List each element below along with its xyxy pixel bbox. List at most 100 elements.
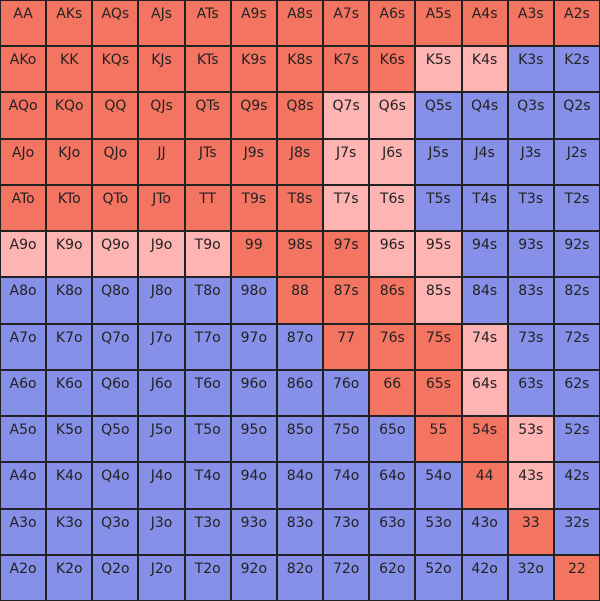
- hand-cell-92s[interactable]: 92s: [554, 232, 599, 277]
- hand-cell-K8s[interactable]: K8s: [277, 47, 323, 92]
- hand-cell-QJo[interactable]: QJo: [93, 139, 138, 184]
- hand-cell-J6s[interactable]: J6s: [370, 139, 415, 184]
- hand-cell-52o[interactable]: 52o: [416, 555, 461, 600]
- hand-cell-J9s[interactable]: J9s: [231, 139, 276, 184]
- hand-cell-A5o[interactable]: A5o: [1, 417, 46, 462]
- hand-cell-83o[interactable]: 83o: [277, 509, 323, 554]
- hand-cell-AKs[interactable]: AKs: [47, 1, 92, 46]
- hand-cell-J2o[interactable]: J2o: [139, 555, 184, 600]
- hand-cell-A8s[interactable]: A8s: [277, 1, 323, 46]
- hand-cell-J3s[interactable]: J3s: [508, 139, 553, 184]
- hand-cell-K6s[interactable]: K6s: [370, 47, 415, 92]
- hand-cell-J2s[interactable]: J2s: [554, 139, 599, 184]
- hand-cell-Q8o[interactable]: Q8o: [93, 278, 138, 323]
- hand-cell-97s[interactable]: 97s: [324, 232, 369, 277]
- hand-cell-Q6s[interactable]: Q6s: [370, 93, 415, 138]
- hand-cell-93o[interactable]: 93o: [231, 509, 276, 554]
- hand-cell-52s[interactable]: 52s: [554, 417, 599, 462]
- hand-cell-KK[interactable]: KK: [47, 47, 92, 92]
- hand-cell-94o[interactable]: 94o: [231, 463, 276, 508]
- hand-cell-96s[interactable]: 96s: [370, 232, 415, 277]
- hand-cell-74s[interactable]: 74s: [462, 324, 507, 369]
- hand-cell-64o[interactable]: 64o: [370, 463, 415, 508]
- hand-cell-A3s[interactable]: A3s: [508, 1, 553, 46]
- hand-cell-86o[interactable]: 86o: [277, 370, 323, 416]
- hand-cell-JJ[interactable]: JJ: [139, 139, 184, 184]
- hand-cell-65o[interactable]: 65o: [370, 417, 415, 462]
- hand-cell-42s[interactable]: 42s: [554, 463, 599, 508]
- hand-cell-82s[interactable]: 82s: [554, 278, 599, 323]
- hand-cell-Q3o[interactable]: Q3o: [93, 509, 138, 554]
- hand-cell-K2s[interactable]: K2s: [554, 47, 599, 92]
- hand-cell-A4o[interactable]: A4o: [1, 463, 46, 508]
- hand-cell-54s[interactable]: 54s: [462, 417, 507, 462]
- hand-cell-T5s[interactable]: T5s: [416, 185, 461, 231]
- hand-cell-63s[interactable]: 63s: [508, 370, 553, 416]
- hand-cell-77[interactable]: 77: [324, 324, 369, 369]
- hand-cell-62o[interactable]: 62o: [370, 555, 415, 600]
- hand-cell-73o[interactable]: 73o: [324, 509, 369, 554]
- hand-cell-J6o[interactable]: J6o: [139, 370, 184, 416]
- hand-cell-K6o[interactable]: K6o: [47, 370, 92, 416]
- hand-cell-A7s[interactable]: A7s: [324, 1, 369, 46]
- hand-cell-QJs[interactable]: QJs: [139, 93, 184, 138]
- hand-cell-T8o[interactable]: T8o: [185, 278, 230, 323]
- hand-cell-Q9o[interactable]: Q9o: [93, 232, 138, 277]
- hand-cell-65s[interactable]: 65s: [416, 370, 461, 416]
- hand-cell-76o[interactable]: 76o: [324, 370, 369, 416]
- hand-cell-AQs[interactable]: AQs: [93, 1, 138, 46]
- hand-cell-44[interactable]: 44: [462, 463, 507, 508]
- hand-cell-AJs[interactable]: AJs: [139, 1, 184, 46]
- hand-cell-53o[interactable]: 53o: [416, 509, 461, 554]
- hand-cell-A4s[interactable]: A4s: [462, 1, 507, 46]
- hand-cell-64s[interactable]: 64s: [462, 370, 507, 416]
- hand-cell-T2o[interactable]: T2o: [185, 555, 230, 600]
- hand-cell-T4s[interactable]: T4s: [462, 185, 507, 231]
- hand-cell-A6s[interactable]: A6s: [370, 1, 415, 46]
- hand-cell-AJo[interactable]: AJo: [1, 139, 46, 184]
- hand-cell-Q8s[interactable]: Q8s: [277, 93, 323, 138]
- hand-cell-K3o[interactable]: K3o: [47, 509, 92, 554]
- hand-cell-Q2s[interactable]: Q2s: [554, 93, 599, 138]
- hand-cell-87s[interactable]: 87s: [324, 278, 369, 323]
- hand-cell-22[interactable]: 22: [554, 555, 599, 600]
- hand-cell-54o[interactable]: 54o: [416, 463, 461, 508]
- hand-cell-A8o[interactable]: A8o: [1, 278, 46, 323]
- hand-cell-T4o[interactable]: T4o: [185, 463, 230, 508]
- hand-cell-K5s[interactable]: K5s: [416, 47, 461, 92]
- hand-cell-J5s[interactable]: J5s: [416, 139, 461, 184]
- hand-cell-76s[interactable]: 76s: [370, 324, 415, 369]
- hand-cell-98o[interactable]: 98o: [231, 278, 276, 323]
- hand-cell-Q5o[interactable]: Q5o: [93, 417, 138, 462]
- hand-cell-A2s[interactable]: A2s: [554, 1, 599, 46]
- hand-cell-J8s[interactable]: J8s: [277, 139, 323, 184]
- hand-cell-92o[interactable]: 92o: [231, 555, 276, 600]
- hand-cell-Q2o[interactable]: Q2o: [93, 555, 138, 600]
- hand-cell-J9o[interactable]: J9o: [139, 232, 184, 277]
- hand-cell-KTs[interactable]: KTs: [185, 47, 230, 92]
- hand-cell-TT[interactable]: TT: [185, 185, 230, 231]
- hand-cell-55[interactable]: 55: [416, 417, 461, 462]
- hand-cell-74o[interactable]: 74o: [324, 463, 369, 508]
- hand-cell-93s[interactable]: 93s: [508, 232, 553, 277]
- hand-cell-84s[interactable]: 84s: [462, 278, 507, 323]
- hand-cell-J7o[interactable]: J7o: [139, 324, 184, 369]
- hand-cell-A6o[interactable]: A6o: [1, 370, 46, 416]
- hand-cell-K7o[interactable]: K7o: [47, 324, 92, 369]
- hand-cell-88[interactable]: 88: [277, 278, 323, 323]
- hand-cell-82o[interactable]: 82o: [277, 555, 323, 600]
- hand-cell-ATs[interactable]: ATs: [185, 1, 230, 46]
- hand-cell-84o[interactable]: 84o: [277, 463, 323, 508]
- hand-cell-QTs[interactable]: QTs: [185, 93, 230, 138]
- hand-cell-T3s[interactable]: T3s: [508, 185, 553, 231]
- hand-cell-87o[interactable]: 87o: [277, 324, 323, 369]
- hand-cell-97o[interactable]: 97o: [231, 324, 276, 369]
- hand-cell-33[interactable]: 33: [508, 509, 553, 554]
- hand-cell-43o[interactable]: 43o: [462, 509, 507, 554]
- hand-cell-K9s[interactable]: K9s: [231, 47, 276, 92]
- hand-cell-A7o[interactable]: A7o: [1, 324, 46, 369]
- hand-cell-J3o[interactable]: J3o: [139, 509, 184, 554]
- hand-cell-A5s[interactable]: A5s: [416, 1, 461, 46]
- hand-cell-K2o[interactable]: K2o: [47, 555, 92, 600]
- hand-cell-J4o[interactable]: J4o: [139, 463, 184, 508]
